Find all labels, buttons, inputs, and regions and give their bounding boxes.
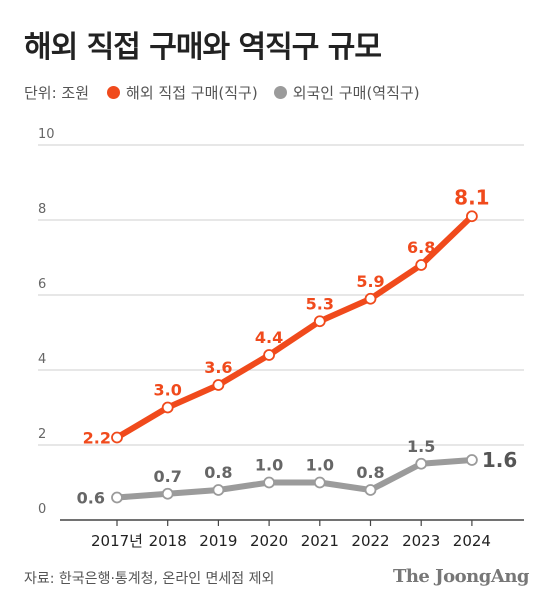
direct-purchase-data-label: 4.4	[255, 328, 283, 347]
y-tick-label: 10	[38, 127, 55, 142]
reverse-purchase-point	[313, 476, 326, 489]
direct-purchase-point	[161, 401, 174, 414]
direct-purchase-point	[465, 210, 478, 223]
x-tick-label: 2020	[250, 532, 288, 550]
x-tick-label: 2017년	[91, 532, 143, 550]
brand-logo: The JoongAng	[392, 566, 530, 587]
y-tick-label: 2	[38, 427, 46, 442]
direct-purchase-line	[114, 213, 475, 441]
direct-purchase-point	[313, 315, 326, 328]
direct-purchase-data-label: 3.0	[154, 381, 182, 400]
direct-purchase-data-label: 5.9	[356, 272, 384, 291]
reverse-purchase-point	[263, 476, 276, 489]
legend-label-direct-purchase: 해외 직접 구매(직구)	[126, 84, 258, 102]
reverse-purchase-line	[114, 457, 475, 501]
y-tick-label: 0	[38, 502, 46, 517]
x-tick-label: 2022	[351, 532, 389, 550]
source-note: 자료: 한국은행·통계청, 온라인 면세점 제외	[24, 571, 275, 587]
unit-label: 단위: 조원	[24, 84, 90, 102]
x-tick-label: 2024	[453, 532, 491, 550]
direct-purchase-data-label: 8.1	[454, 185, 489, 209]
reverse-purchase-point	[465, 454, 478, 466]
y-tick-label: 4	[38, 352, 46, 367]
reverse-purchase-data-label: 0.6	[77, 489, 105, 508]
reverse-purchase-data-label: 0.7	[154, 467, 182, 486]
chart-title: 해외 직접 구매와 역직구 규모	[24, 30, 382, 65]
reverse-purchase-data-label: 0.8	[356, 463, 384, 482]
legend-swatch-gray-icon	[273, 86, 287, 99]
reverse-purchase-point	[212, 484, 225, 496]
reverse-purchase-data-label: 0.8	[204, 463, 232, 482]
direct-purchase-data-label: 2.2	[83, 429, 111, 448]
y-tick-label: 8	[38, 202, 46, 217]
direct-purchase-data-label: 6.8	[407, 238, 435, 257]
legend-label-reverse-purchase: 외국인 구매(역직구)	[292, 84, 420, 102]
reverse-purchase-point	[364, 484, 377, 496]
legend-item-reverse-purchase: 외국인 구매(역직구)	[273, 82, 420, 103]
reverse-purchase-data-label: 1.0	[306, 456, 334, 475]
legend: 단위: 조원 해외 직접 구매(직구) 외국인 구매(역직구)	[24, 82, 436, 103]
direct-purchase-data-label: 5.3	[306, 294, 334, 313]
reverse-purchase-point	[161, 487, 174, 500]
legend-swatch-orange-icon	[107, 86, 121, 99]
direct-purchase-point	[263, 349, 276, 361]
reverse-purchase-data-label: 1.6	[482, 448, 517, 472]
reverse-purchase-point	[415, 457, 428, 470]
y-tick-label: 6	[38, 277, 46, 292]
reverse-purchase-data-label: 1.0	[255, 456, 283, 475]
x-tick-label: 2021	[301, 532, 339, 550]
x-tick-label: 2023	[402, 532, 440, 550]
direct-purchase-point	[212, 379, 225, 391]
reverse-purchase-data-label: 1.5	[407, 437, 435, 456]
x-tick-label: 2018	[149, 532, 187, 550]
x-tick-label: 2019	[199, 532, 237, 550]
direct-purchase-point	[364, 292, 377, 305]
reverse-purchase-point	[111, 491, 123, 504]
direct-purchase-point	[415, 259, 428, 271]
legend-item-direct-purchase: 해외 직접 구매(직구)	[107, 82, 258, 103]
direct-purchase-data-label: 3.6	[204, 358, 232, 377]
direct-purchase-point	[111, 431, 123, 444]
